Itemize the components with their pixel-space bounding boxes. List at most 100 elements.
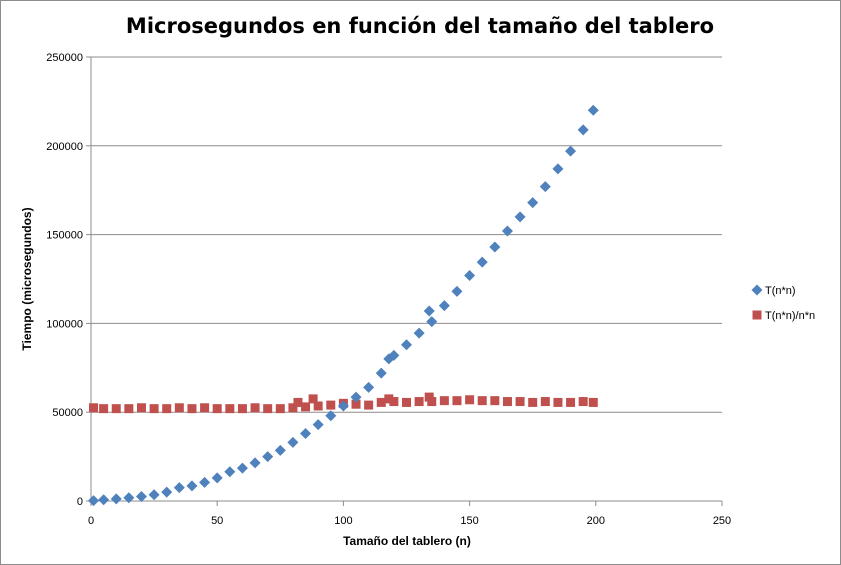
plot-marks [88, 104, 599, 507]
x-tick-label: 100 [334, 515, 352, 527]
data-point-diamond [501, 225, 513, 237]
data-point-diamond [274, 444, 286, 456]
y-tick-label: 0 [77, 496, 83, 508]
data-point-diamond [577, 124, 589, 136]
x-tick-label: 0 [88, 515, 94, 527]
legend-label: T(n*n) [765, 285, 796, 297]
data-point-square [553, 397, 563, 407]
data-point-square [237, 404, 247, 414]
data-point-diamond [426, 316, 438, 328]
data-point-square [364, 400, 374, 410]
data-point-diamond [135, 491, 147, 503]
data-point-square [225, 404, 235, 414]
data-point-square [427, 397, 437, 407]
data-point-diamond [312, 419, 324, 431]
data-point-diamond [539, 181, 551, 193]
data-point-diamond [186, 480, 198, 492]
y-tick-label: 250000 [46, 52, 83, 64]
data-point-square [578, 397, 588, 407]
axes [86, 56, 723, 506]
data-point-diamond [173, 482, 185, 494]
data-point-square [136, 403, 146, 413]
x-tick-label: 200 [587, 515, 605, 527]
data-point-diamond [451, 285, 463, 297]
data-point-square [111, 404, 121, 414]
data-point-square [250, 403, 260, 413]
data-point-square [452, 396, 462, 406]
data-point-square [351, 399, 361, 409]
data-point-diamond [249, 457, 261, 469]
data-point-square [288, 403, 298, 413]
data-point-square [89, 403, 99, 413]
data-point-diamond [565, 145, 577, 157]
data-point-diamond [363, 381, 375, 393]
data-point-square [540, 397, 550, 407]
data-point-square [308, 394, 318, 404]
data-point-square [174, 403, 184, 413]
data-point-diamond [148, 489, 160, 501]
data-point-diamond [123, 492, 135, 504]
data-point-diamond [110, 493, 122, 505]
data-point-square [313, 401, 323, 411]
data-point-square [384, 394, 394, 404]
legend-label: T(n*n)/n*n [765, 310, 815, 322]
data-point-square [376, 397, 386, 407]
data-point-diamond [388, 349, 400, 361]
data-point-square [187, 404, 197, 414]
data-point-diamond [375, 367, 387, 379]
data-point-square [275, 404, 285, 414]
tick-labels: 0 50000 100000 150000 200000 250000 0 50 100 150 2… [46, 52, 731, 527]
data-point-diamond [287, 436, 299, 448]
data-point-diamond [337, 400, 349, 412]
x-axis-title: Tamaño del tablero (n) [343, 534, 471, 548]
y-tick-label: 50000 [52, 407, 83, 419]
data-point-square [477, 396, 487, 406]
x-tick-label: 250 [713, 515, 731, 527]
data-point-square [263, 404, 273, 414]
data-point-square [326, 400, 336, 410]
data-point-diamond [161, 486, 173, 498]
data-point-square [99, 404, 109, 414]
data-point-diamond [325, 410, 337, 422]
data-point-diamond [464, 269, 476, 281]
data-point-diamond [423, 305, 435, 317]
data-point-square [515, 397, 525, 407]
chart-title: Microsegundos en función del tamaño del … [126, 14, 714, 38]
data-point-diamond [552, 163, 564, 175]
data-point-diamond [401, 339, 412, 351]
legend-square-icon [752, 310, 762, 320]
data-point-diamond [413, 327, 425, 339]
gridlines [91, 56, 722, 413]
data-point-diamond [489, 241, 501, 253]
data-point-square [502, 397, 512, 407]
data-point-square [162, 404, 172, 414]
data-point-square [301, 402, 311, 412]
data-point-diamond [262, 451, 274, 463]
data-point-diamond [236, 462, 248, 474]
data-point-diamond [350, 391, 362, 403]
data-point-diamond [476, 256, 488, 268]
data-point-square [402, 397, 411, 407]
y-tick-label: 150000 [46, 230, 83, 242]
data-point-diamond [224, 466, 236, 478]
data-point-square [588, 397, 598, 407]
data-point-diamond [211, 472, 223, 484]
data-point-square [389, 397, 399, 407]
y-tick-label: 100000 [46, 318, 83, 330]
y-tick-label: 200000 [46, 141, 83, 153]
data-point-diamond [199, 476, 211, 488]
data-point-square [566, 397, 576, 407]
data-point-square [439, 396, 449, 406]
data-point-square [465, 395, 475, 405]
legend-diamond-icon [751, 284, 763, 296]
data-point-diamond [88, 495, 100, 507]
data-point-square [212, 404, 222, 414]
data-point-diamond [438, 300, 450, 312]
data-point-diamond [514, 211, 526, 223]
data-point-square [490, 396, 500, 406]
data-point-square [200, 403, 210, 413]
data-point-diamond [300, 428, 312, 440]
y-axis-title: Tiempo (microsegundos) [20, 207, 34, 350]
